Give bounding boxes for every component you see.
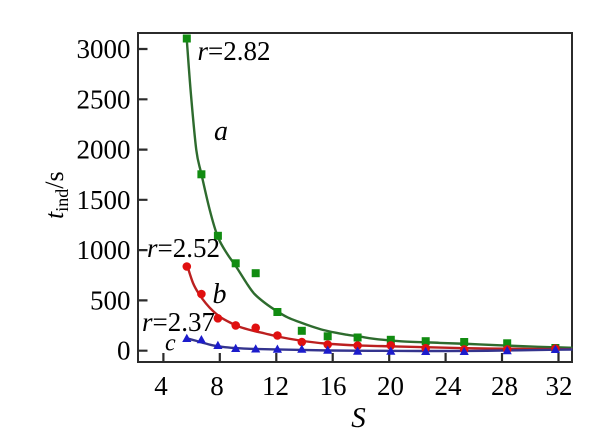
svg-text:500: 500 [90,285,131,315]
svg-text:28: 28 [491,371,518,401]
svg-text:c: c [165,331,176,357]
svg-text:r=2.37: r=2.37 [142,307,215,337]
svg-text:a: a [214,116,228,147]
svg-text:32: 32 [546,371,573,401]
svg-text:r=2.82: r=2.82 [198,36,271,66]
svg-text:3000: 3000 [77,34,131,64]
svg-text:S: S [351,402,366,434]
svg-text:r=2.52: r=2.52 [147,233,220,263]
svg-text:2500: 2500 [77,84,131,114]
svg-text:20: 20 [377,371,404,401]
svg-text:24: 24 [435,371,463,401]
svg-text:0: 0 [117,336,131,366]
svg-text:tind/s: tind/s [40,171,72,219]
svg-text:1000: 1000 [77,235,131,265]
svg-text:12: 12 [262,371,289,401]
svg-text:2000: 2000 [77,135,131,165]
svg-text:b: b [213,279,227,310]
svg-text:8: 8 [210,371,224,401]
svg-text:1500: 1500 [77,185,131,215]
svg-text:4: 4 [154,371,168,401]
svg-text:16: 16 [320,371,347,401]
